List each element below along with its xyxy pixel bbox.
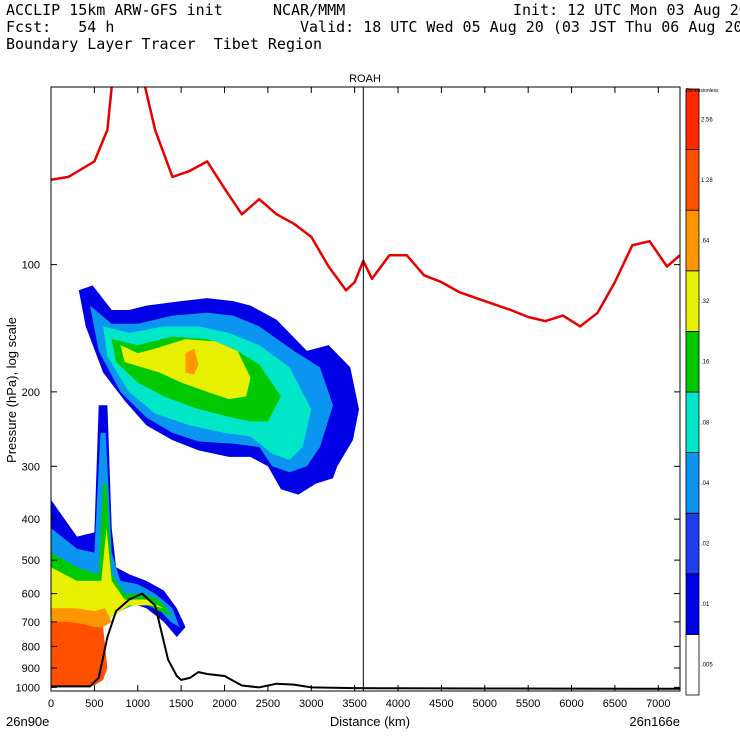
colorbar: .005 .01 .02 .04 .08 .16 .32 .64 1.28 2.56 [685,88,713,696]
terrain-line [51,592,680,690]
colorbar-label: .16 [701,360,710,366]
y-tick-label: 700 [22,617,40,629]
y-tick-label: 900 [22,663,40,675]
x-tick-label: 6000 [559,698,583,710]
colorbar-label: .005 [701,663,713,669]
tracer-plumes [51,285,360,687]
x-tick-label: 4500 [429,698,453,710]
x-tick-label: 2000 [212,698,236,710]
colorbar-swatch [685,330,700,393]
colorbar-swatch [685,391,700,453]
x-tick-label: 500 [85,698,103,710]
y-tick-label: 500 [22,555,40,567]
y-tick-label: 300 [22,461,40,473]
y-tick-label: 200 [22,387,40,399]
colorbar-swatch [685,634,700,696]
tropopause-profile [51,87,680,328]
colorbar-swatch [685,209,700,272]
chart-title: ROAH [349,73,381,85]
init-time: Init: 12 UTC Mon 03 Aug 20 [513,1,740,19]
y-axis-label: Pressure (hPa), log scale [4,317,19,463]
colorbar-label: .32 [701,299,710,305]
x-tick-label: 5500 [516,698,540,710]
run-source: NCAR/MMM [273,1,346,19]
colorbar-label: .08 [701,420,710,426]
x-tick-label: 2500 [256,698,280,710]
y-tick-label: 800 [22,641,40,653]
x-tick-label: 5000 [473,698,497,710]
x-tick-label: 6500 [603,698,627,710]
x-tick-label: 1000 [126,698,150,710]
colorbar-label: .02 [701,542,710,548]
colorbar-swatch [685,88,700,150]
x-tick-label: 7000 [646,698,670,710]
run-title: ACCLIP 15km ARW-GFS init [6,1,223,19]
x-tick-label: 0 [48,698,54,710]
y-tick-label: 1000 [16,682,40,694]
terrain-profile [51,592,680,690]
x-axis-ticks: 0 500 1000 1500 2000 2500 3000 3500 4000 4500 5000… [48,87,671,710]
plot-description: Boundary Layer Tracer Tibet Region [6,35,323,53]
colorbar-swatch [685,149,700,211]
colorbar-label: 1.28 [701,178,713,184]
lower-plume-contour-1.28 [51,621,108,687]
forecast-hour: Fcst: 54 h [6,18,115,36]
plot-frame [50,86,681,692]
y-tick-label: 100 [22,260,40,272]
colorbar-swatch [685,512,700,575]
colorbar-label: .64 [701,239,710,245]
valid-time: Valid: 18 UTC Wed 05 Aug 20 (03 JST Thu … [300,18,740,36]
upper-plume-contour-.64 [185,348,199,375]
x-end-location: 26n166e [629,714,680,729]
y-axis-ticks: 100 200 300 400 500 600 700 800 900 1000 [16,260,680,694]
x-tick-label: 1500 [169,698,193,710]
x-tick-label: 4000 [386,698,410,710]
x-axis-label: Distance (km) [330,714,410,729]
x-tick-label: 3000 [299,698,323,710]
y-tick-label: 400 [22,514,40,526]
colorbar-swatch [685,270,700,332]
colorbar-label: .01 [701,602,710,608]
x-start-location: 26n90e [6,714,49,729]
tropopause-line [51,87,680,328]
colorbar-title: Dimensionless [686,88,719,94]
colorbar-label: 2.56 [701,117,713,123]
colorbar-swatch [685,573,700,635]
colorbar-label: .04 [701,481,710,487]
colorbar-swatch [685,452,700,514]
y-tick-label: 600 [22,589,40,601]
x-tick-label: 3500 [342,698,366,710]
upper-plume-contour-.32 [120,339,251,400]
lower-plume-contour-.32 [51,528,164,625]
